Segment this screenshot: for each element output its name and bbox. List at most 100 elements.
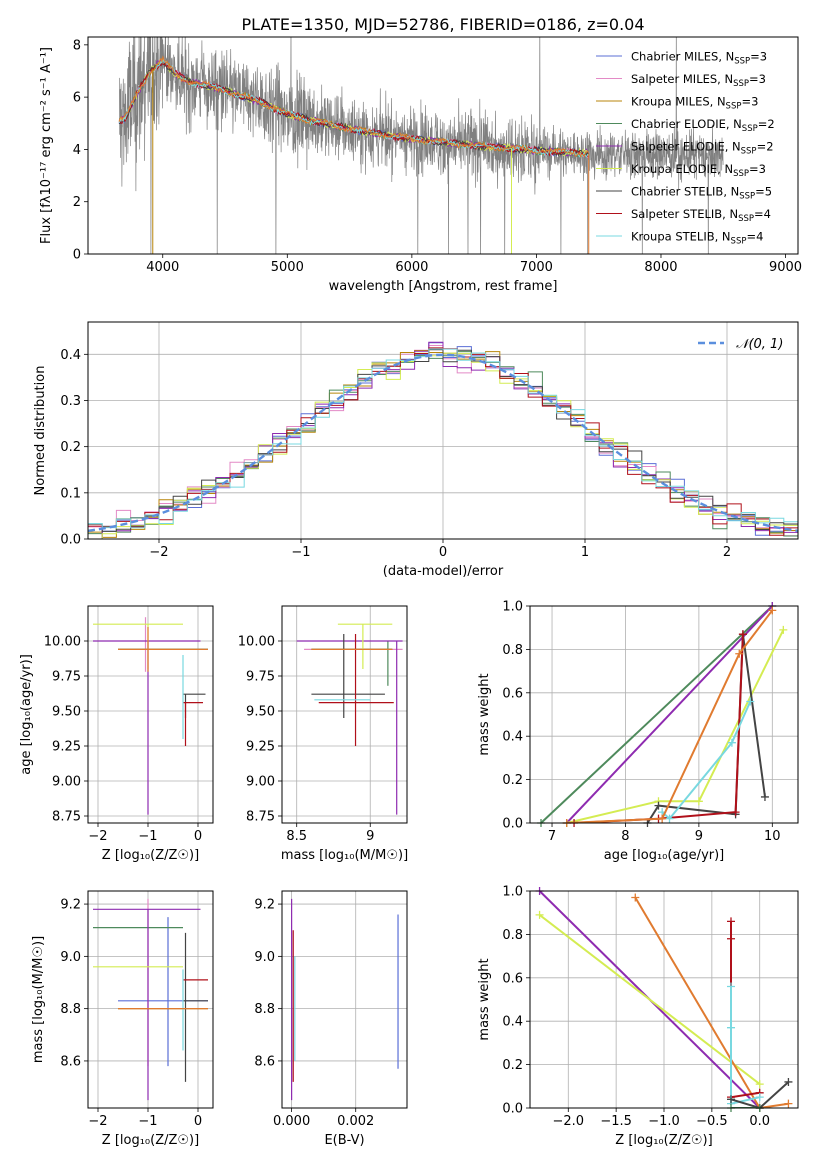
y-tick-label: 9.00: [246, 775, 275, 790]
data-point-marker: [738, 630, 747, 639]
x-tick-label: −1.0: [648, 1114, 680, 1129]
x-tick-label: −1: [138, 1114, 157, 1129]
x-tick-label: 8.5: [286, 829, 307, 844]
x-tick-label: −2: [149, 545, 168, 560]
y-tick-label: 0.2: [502, 773, 523, 788]
y-tick-label: 1.0: [502, 600, 523, 615]
mass-weight-vs-metallicity-panel: −2.0 −1.5 −1.0 −0.5 0.0 0.0 0.2 0.4 0.6 0.8 1.0 Z […: [477, 885, 799, 1148]
y-tick-label: 9.25: [246, 740, 275, 755]
data-point-marker: [755, 1080, 764, 1089]
observed-spectrum-line: [118, 37, 724, 254]
mass-vs-ebv-panel: 0.000 0.002 8.6 8.8 9.0 9.2 E(B-V): [254, 890, 408, 1148]
x-tick-label: −1: [138, 829, 157, 844]
x-tick-label: −2: [88, 829, 107, 844]
y-tick-label: 10.00: [238, 635, 275, 650]
y-tick-label: 0.2: [60, 440, 81, 455]
axes-frame: [87, 605, 214, 824]
data-point-marker: [727, 982, 735, 991]
model-spectrum-line: [118, 57, 589, 158]
y-tick-label: 2: [73, 195, 81, 210]
y-tick-label: 0.8: [502, 928, 523, 943]
legend-label: Salpeter ELODIE, NSSP=2: [631, 140, 774, 157]
x-axis-label: mass [log₁₀(M/M☉)]: [281, 848, 408, 863]
x-axis-label: wavelength [Angstrom, rest frame]: [329, 279, 558, 294]
y-tick-label: 9.2: [60, 898, 81, 913]
x-axis-label: (data-model)/error: [383, 564, 504, 579]
x-tick-label: 9000: [769, 260, 802, 275]
x-tick-label: 0: [194, 1114, 202, 1129]
x-tick-label: 9: [695, 829, 703, 844]
x-tick-label: 6000: [395, 260, 428, 275]
series-line: [730, 1081, 790, 1108]
y-tick-label: 4: [73, 143, 81, 158]
x-tick-label: 5000: [271, 260, 304, 275]
legend-label: 𝒩(0, 1): [736, 337, 783, 352]
y-axis-label: mass weight: [477, 673, 492, 755]
data-point-marker: [727, 1023, 735, 1032]
data-point-marker: [727, 1095, 735, 1104]
x-tick-label: 7: [548, 829, 556, 844]
y-tick-label: 0.0: [60, 533, 81, 548]
y-tick-label: 1.0: [502, 885, 523, 900]
y-tick-label: 8.8: [254, 1002, 275, 1017]
legend-label: Kroupa STELIB, NSSP=4: [631, 230, 763, 247]
y-tick-label: 9.50: [52, 705, 81, 720]
legend-label: Kroupa ELODIE, NSSP=3: [631, 162, 766, 179]
y-tick-label: 8: [73, 38, 81, 53]
x-tick-label: 1: [581, 545, 589, 560]
y-tick-label: 10.00: [44, 635, 81, 650]
y-tick-label: 6: [73, 91, 81, 106]
axes-frame: [529, 605, 799, 824]
data-point-marker: [784, 1077, 793, 1086]
y-tick-label: 0.8: [502, 643, 523, 658]
data-point-marker: [784, 1099, 793, 1108]
model-spectrum-line: [118, 60, 589, 158]
y-tick-label: 0.0: [502, 817, 523, 832]
data-point-marker: [779, 625, 788, 634]
data-point-marker: [755, 1093, 764, 1102]
y-tick-label: 9.00: [52, 775, 81, 790]
x-tick-label: 0.002: [337, 1114, 374, 1129]
axes-frame: [281, 605, 408, 824]
data-point-marker: [694, 797, 703, 806]
model-spectrum-line: [118, 55, 589, 158]
age-vs-metallicity-panel: −2 −1 0 8.75 9.00 9.25 9.50 9.75 10.00 Z [log₁₀(Z…: [19, 605, 214, 863]
x-tick-label: −0.5: [696, 1114, 728, 1129]
data-point-marker: [727, 934, 735, 943]
y-tick-label: 8.6: [60, 1054, 81, 1069]
spectrum-legend: Chabrier MILES, NSSP=3 Salpeter MILES, NS…: [596, 50, 775, 247]
y-axis-label: Normed distribution: [33, 366, 48, 496]
x-tick-label: 8: [621, 829, 629, 844]
data-point-marker: [631, 893, 640, 902]
figure-title: PLATE=1350, MJD=52786, FIBERID=0186, z=0…: [241, 15, 644, 34]
x-axis-label: age [log₁₀(age/yr)]: [604, 848, 725, 863]
x-tick-label: 0.000: [273, 1114, 310, 1129]
data-point-marker: [727, 917, 735, 926]
y-tick-label: 0.6: [502, 686, 523, 701]
y-tick-label: 8.75: [52, 810, 81, 825]
y-axis-label: mass weight: [477, 958, 492, 1040]
series-line: [730, 986, 760, 1105]
x-tick-label: 10: [764, 829, 781, 844]
x-tick-label: 9: [366, 829, 374, 844]
axes-frame: [529, 890, 799, 1109]
series-line: [566, 609, 774, 823]
y-tick-label: 0.6: [502, 971, 523, 986]
y-tick-label: 0.2: [502, 1058, 523, 1073]
y-axis-label: Flux [fλ10⁻¹⁷ erg cm⁻² s⁻¹ A⁻¹]: [39, 47, 54, 244]
spectrum-panel: 4000 5000 6000 7000 8000 9000 0 2 4 6 8 wavelength …: [39, 36, 802, 294]
y-tick-label: 0.4: [60, 348, 81, 363]
y-tick-label: 0.0: [502, 1102, 523, 1117]
y-tick-label: 0.3: [60, 394, 81, 409]
y-tick-label: 9.50: [246, 705, 275, 720]
y-tick-label: 9.25: [52, 740, 81, 755]
legend-label: Salpeter STELIB, NSSP=4: [631, 207, 771, 224]
series-line: [661, 701, 752, 821]
data-point-marker: [731, 808, 740, 817]
series-line: [538, 914, 761, 1085]
x-tick-label: −2: [88, 1114, 107, 1129]
axes-frame: [87, 36, 799, 255]
x-axis-label: Z [log₁₀(Z/Z☉)]: [102, 1133, 199, 1148]
y-tick-label: 8.75: [246, 810, 275, 825]
